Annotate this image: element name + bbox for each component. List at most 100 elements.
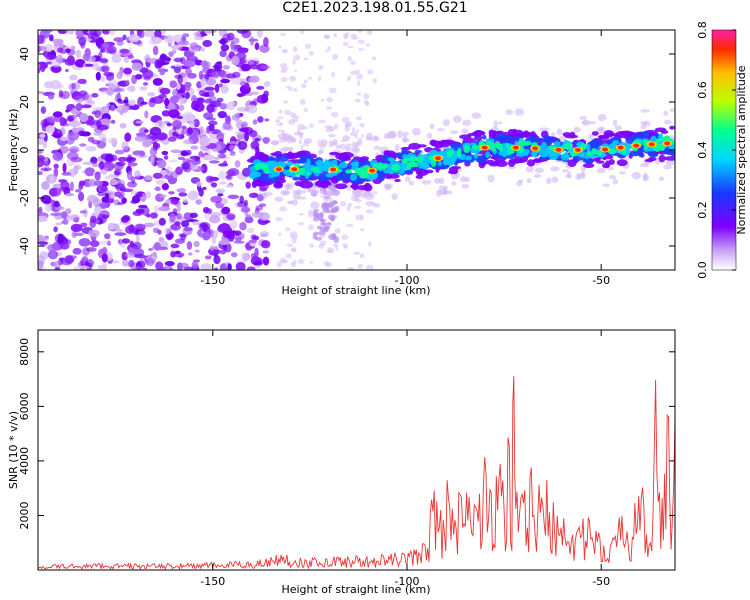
noise-speckle bbox=[237, 140, 248, 150]
noise-speckle bbox=[246, 266, 256, 270]
faint-speckle bbox=[292, 192, 301, 200]
faint-speckle bbox=[341, 234, 349, 240]
faint-speckle bbox=[365, 132, 373, 141]
faint-speckle bbox=[658, 176, 665, 182]
noise-speckle bbox=[220, 197, 228, 205]
faint-speckle bbox=[562, 169, 569, 173]
noise-speckle bbox=[199, 136, 211, 147]
noise-speckle bbox=[251, 211, 264, 218]
noise-speckle bbox=[99, 202, 108, 209]
noise-speckle bbox=[105, 153, 114, 162]
noise-speckle bbox=[144, 174, 154, 181]
noise-speckle bbox=[117, 98, 123, 103]
noise-speckle bbox=[159, 53, 168, 62]
colorbar-tick-label: 0.2 bbox=[696, 201, 709, 219]
noise-speckle bbox=[74, 59, 86, 68]
faint-speckle bbox=[290, 247, 297, 252]
noise-speckle bbox=[158, 217, 166, 226]
ridge-blob bbox=[394, 178, 401, 183]
noise-speckle bbox=[225, 73, 237, 79]
ridge-blob bbox=[513, 129, 524, 137]
noise-speckle bbox=[42, 141, 47, 149]
noise-speckle bbox=[190, 145, 199, 150]
noise-speckle bbox=[91, 64, 101, 71]
noise-speckle bbox=[193, 240, 200, 248]
noise-speckle bbox=[55, 222, 62, 226]
noise-speckle bbox=[52, 152, 63, 161]
noise-speckle bbox=[108, 137, 117, 144]
noise-speckle bbox=[218, 163, 229, 167]
ridge-blob bbox=[249, 170, 259, 177]
noise-speckle bbox=[65, 193, 75, 197]
ridge-peak bbox=[481, 145, 488, 150]
noise-speckle bbox=[54, 233, 66, 244]
noise-speckle bbox=[121, 197, 127, 204]
faint-speckle bbox=[394, 143, 400, 152]
ridge-blob bbox=[608, 143, 619, 148]
noise-speckle bbox=[166, 233, 173, 241]
noise-speckle bbox=[141, 192, 147, 199]
noise-speckle bbox=[121, 188, 134, 193]
noise-speckle bbox=[169, 212, 176, 223]
faint-speckle bbox=[303, 79, 308, 84]
noise-speckle bbox=[65, 109, 70, 113]
noise-speckle bbox=[49, 175, 55, 185]
noise-speckle bbox=[248, 192, 259, 199]
noise-speckle bbox=[132, 266, 143, 270]
noise-speckle bbox=[191, 261, 199, 269]
ridge-blob bbox=[595, 150, 603, 156]
ridge-blob bbox=[562, 132, 572, 137]
faint-speckle bbox=[262, 191, 273, 197]
noise-speckle bbox=[208, 123, 215, 132]
noise-speckle bbox=[204, 98, 213, 104]
ridge-blob bbox=[650, 135, 657, 143]
noise-speckle bbox=[47, 249, 59, 260]
colorbar-label: Normalized spectral amplitude bbox=[735, 65, 748, 234]
noise-speckle bbox=[119, 48, 130, 54]
noise-speckle bbox=[194, 156, 201, 162]
ridge-blob bbox=[629, 150, 642, 157]
noise-speckle bbox=[135, 234, 140, 244]
noise-speckle bbox=[226, 169, 236, 177]
noise-speckle bbox=[145, 191, 152, 199]
noise-speckle bbox=[89, 215, 97, 224]
ridge-blob bbox=[451, 166, 461, 170]
faint-speckle bbox=[461, 183, 470, 189]
ridge-peak bbox=[275, 167, 282, 172]
faint-speckle bbox=[307, 76, 313, 80]
faint-speckle bbox=[286, 85, 290, 89]
ridge-blob bbox=[263, 166, 269, 174]
noise-speckle bbox=[77, 191, 85, 202]
faint-speckle bbox=[402, 131, 409, 137]
ridge-blob bbox=[472, 145, 480, 150]
faint-speckle bbox=[360, 228, 365, 232]
noise-speckle bbox=[94, 110, 102, 119]
noise-speckle bbox=[264, 118, 270, 122]
noise-speckle bbox=[154, 30, 162, 39]
noise-speckle bbox=[219, 49, 227, 58]
noise-speckle bbox=[183, 212, 192, 221]
faint-speckle bbox=[397, 130, 403, 138]
noise-speckle bbox=[110, 119, 116, 124]
noise-speckle bbox=[229, 219, 238, 230]
noise-speckle bbox=[240, 78, 247, 82]
noise-speckle bbox=[210, 195, 223, 203]
noise-speckle bbox=[39, 133, 46, 139]
noise-speckle bbox=[237, 48, 249, 54]
ridge-blob bbox=[582, 162, 595, 169]
noise-speckle bbox=[117, 156, 128, 162]
noise-speckle bbox=[52, 183, 61, 189]
noise-speckle bbox=[40, 195, 52, 204]
ridge-blob bbox=[524, 141, 532, 146]
ridge-blob bbox=[499, 147, 504, 152]
ridge-blob bbox=[511, 159, 526, 163]
noise-speckle bbox=[133, 254, 146, 259]
ridge-blob bbox=[376, 162, 384, 170]
noise-speckle bbox=[102, 260, 107, 270]
ridge-peak bbox=[512, 145, 519, 150]
ridge-peak bbox=[435, 156, 442, 161]
faint-speckle bbox=[487, 174, 495, 183]
faint-speckle bbox=[365, 264, 374, 270]
noise-speckle bbox=[222, 121, 232, 130]
colorbar-tick-label: 0.0 bbox=[696, 261, 709, 279]
